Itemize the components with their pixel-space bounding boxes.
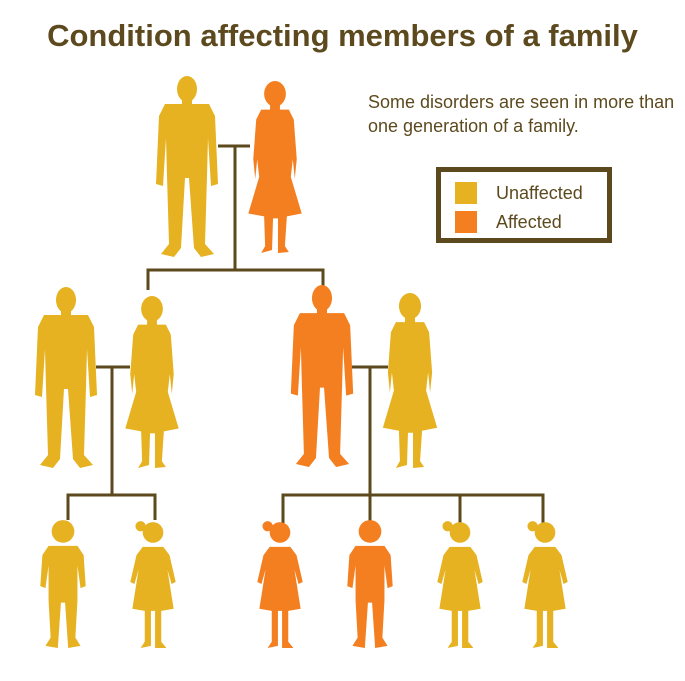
legend-swatch-unaffected bbox=[455, 182, 477, 204]
girl-unaffected-silhouette bbox=[437, 521, 483, 648]
legend-item-affected: Affected bbox=[455, 211, 562, 233]
sibling-line bbox=[281, 493, 545, 525]
legend-item-unaffected: Unaffected bbox=[455, 182, 583, 204]
sibling-line bbox=[146, 268, 325, 290]
woman-affected-silhouette bbox=[248, 80, 302, 253]
legend-label: Affected bbox=[496, 211, 562, 232]
sibling-line bbox=[66, 493, 157, 520]
girl-unaffected-silhouette bbox=[130, 521, 176, 648]
boy-affected-silhouette bbox=[347, 520, 393, 648]
man-affected-silhouette bbox=[290, 285, 354, 467]
man-unaffected-silhouette bbox=[156, 76, 218, 257]
girl-affected-silhouette bbox=[257, 521, 303, 648]
woman-unaffected-silhouette bbox=[125, 295, 179, 468]
legend: Unaffected Affected bbox=[436, 167, 612, 243]
boy-unaffected-silhouette bbox=[40, 520, 86, 648]
subtitle: Some disorders are seen in more than one… bbox=[368, 92, 675, 136]
legend-swatch-affected bbox=[455, 211, 477, 233]
woman-unaffected-silhouette bbox=[382, 293, 438, 468]
diagram-title: Condition affecting members of a family bbox=[47, 18, 638, 53]
legend-label: Unaffected bbox=[496, 182, 583, 203]
girl-unaffected-silhouette bbox=[522, 521, 568, 648]
man-unaffected-silhouette bbox=[35, 287, 97, 468]
